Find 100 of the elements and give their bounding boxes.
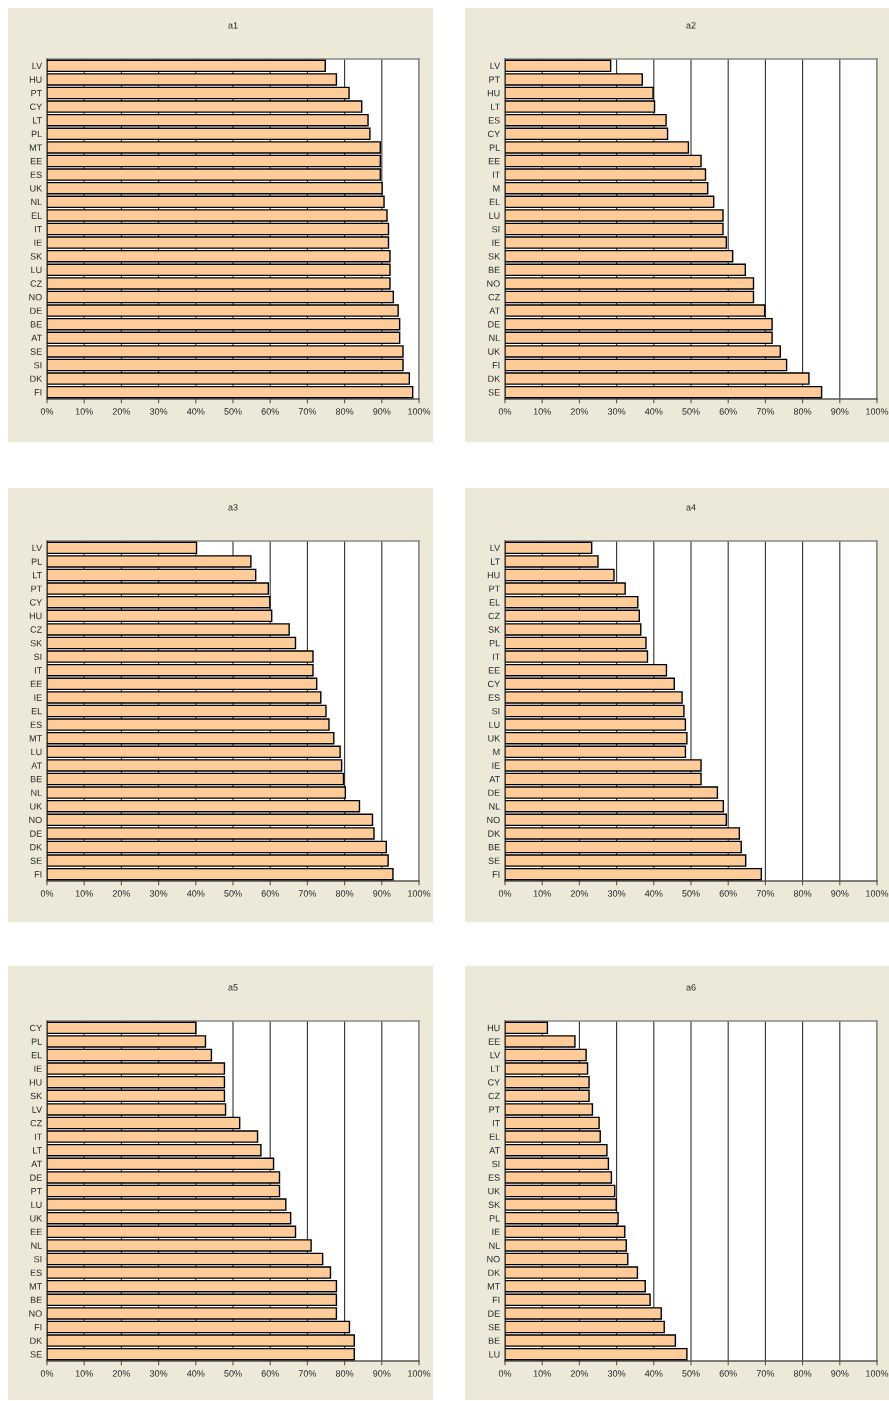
x-tick-label: 100%: [408, 408, 431, 415]
y-tick-label: MT: [29, 1283, 42, 1290]
y-tick-label: NL: [489, 1242, 500, 1249]
y-tick-label: DK: [30, 844, 43, 851]
x-tick-label: 50%: [224, 1370, 242, 1377]
y-tick-label: SE: [488, 389, 500, 396]
chart-title: a2: [686, 22, 696, 29]
y-tick-label: PL: [31, 558, 42, 565]
y-tick-label: IE: [34, 239, 42, 246]
x-tick-label: 70%: [756, 408, 775, 415]
y-tick-label: AT: [489, 1147, 500, 1154]
y-tick-label: HU: [487, 1024, 500, 1032]
x-tick-label: 20%: [570, 408, 589, 415]
y-tick-label: EL: [489, 198, 500, 206]
y-tick-label: NO: [487, 280, 500, 287]
y-tick-label: NO: [29, 816, 42, 824]
x-tick-label: 10%: [533, 1370, 551, 1377]
y-tick-label: DE: [30, 830, 42, 837]
y-tick-label: ES: [488, 694, 500, 701]
x-tick-label: 100%: [866, 890, 889, 897]
x-tick-label: 90%: [831, 408, 849, 415]
y-tick-label: IE: [492, 239, 500, 246]
y-tick-label: EL: [31, 212, 42, 219]
y-tick-label: LT: [33, 117, 42, 124]
x-tick-label: 50%: [682, 890, 700, 897]
x-tick-label: 60%: [261, 890, 279, 897]
y-tick-label: SI: [492, 707, 500, 715]
y-tick-label: NO: [487, 1255, 500, 1263]
y-tick-label: DK: [488, 375, 501, 382]
x-tick-label: 10%: [75, 1370, 93, 1377]
y-tick-label: DE: [488, 321, 500, 328]
y-tick-label: IT: [34, 1133, 42, 1140]
x-tick-label: 20%: [112, 1370, 131, 1377]
x-tick-label: 20%: [570, 890, 589, 897]
y-tick-label: SI: [34, 653, 42, 660]
y-tick-label: IE: [492, 762, 500, 769]
y-tick-label: AT: [31, 334, 42, 342]
x-tick-label: 50%: [224, 408, 242, 415]
x-tick-label: 30%: [149, 890, 168, 897]
x-tick-label: 80%: [335, 408, 354, 415]
y-tick-label: CZ: [488, 612, 500, 620]
x-tick-label: 40%: [644, 408, 663, 415]
y-tick-label: NO: [487, 816, 500, 824]
y-tick-label: MT: [29, 144, 42, 151]
x-tick-label: 50%: [224, 890, 242, 897]
y-tick-label: DE: [488, 1310, 500, 1317]
x-tick-label: 90%: [831, 1370, 849, 1377]
y-tick-label: CY: [30, 599, 42, 606]
x-tick-label: 90%: [373, 408, 391, 415]
x-tick-label: 20%: [112, 408, 131, 415]
x-tick-label: 100%: [866, 1370, 889, 1377]
x-tick-label: 0%: [498, 890, 512, 897]
y-tick-label: FI: [34, 871, 42, 878]
y-tick-label: LT: [491, 103, 500, 110]
x-tick-label: 90%: [373, 890, 391, 897]
x-tick-label: 60%: [261, 408, 279, 415]
y-tick-label: LU: [31, 748, 42, 756]
y-tick-label: UK: [30, 803, 43, 810]
y-tick-label: DE: [30, 307, 42, 314]
y-tick-label: BE: [488, 1337, 500, 1344]
y-tick-label: FI: [34, 1324, 42, 1331]
y-tick-label: CZ: [30, 626, 42, 633]
x-tick-label: 10%: [75, 408, 93, 415]
x-tick-label: 30%: [149, 408, 168, 415]
y-tick-label: UK: [488, 348, 501, 355]
y-tick-label: IT: [492, 1120, 500, 1127]
y-tick-label: EL: [31, 708, 42, 715]
y-tick-label: PT: [489, 585, 500, 592]
x-tick-label: 30%: [607, 1370, 626, 1377]
y-tick-label: PT: [489, 76, 500, 83]
y-tick-label: NL: [489, 803, 500, 810]
x-tick-label: 60%: [719, 1370, 737, 1377]
y-tick-label: M: [493, 748, 500, 756]
y-tick-label: CZ: [30, 280, 42, 287]
y-tick-label: UK: [488, 1188, 501, 1195]
y-tick-label: LT: [33, 572, 42, 579]
y-tick-label: SK: [30, 253, 43, 260]
y-tick-label: HU: [29, 76, 42, 83]
x-tick-label: 90%: [373, 1370, 391, 1377]
y-tick-label: LU: [31, 266, 42, 274]
chart-title: a4: [686, 504, 696, 511]
y-tick-label: MT: [29, 735, 42, 742]
y-tick-label: DK: [488, 1269, 501, 1276]
chart-title: a5: [228, 984, 238, 991]
y-tick-label: PT: [31, 1188, 42, 1195]
y-tick-label: SI: [492, 225, 500, 233]
x-tick-label: 30%: [607, 408, 626, 415]
y-tick-label: CY: [488, 130, 500, 138]
y-tick-label: BE: [488, 266, 500, 274]
y-tick-label: PL: [31, 130, 42, 138]
y-tick-label: UK: [488, 735, 501, 742]
y-tick-label: DK: [30, 375, 43, 382]
y-tick-label: NL: [489, 334, 500, 342]
y-tick-label: PL: [31, 1038, 42, 1045]
y-tick-label: BE: [30, 1296, 42, 1304]
y-tick-label: SK: [30, 639, 43, 647]
x-tick-label: 50%: [682, 408, 700, 415]
x-tick-label: 50%: [682, 1370, 700, 1377]
x-tick-label: 40%: [644, 1370, 663, 1377]
x-tick-label: 20%: [112, 890, 131, 897]
